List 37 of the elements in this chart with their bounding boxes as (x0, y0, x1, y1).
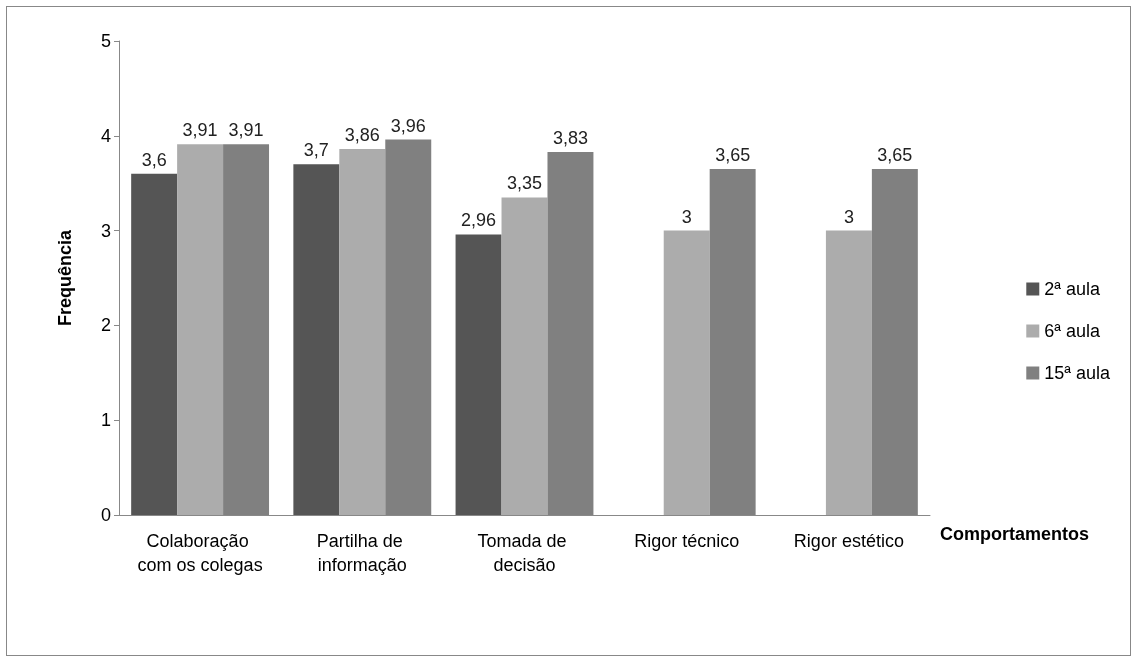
data-label: 3 (681, 206, 692, 227)
data-label: 3 (843, 206, 854, 227)
data-label: 3,35 (506, 173, 543, 194)
y-tick-label: 1 (100, 410, 111, 431)
data-label: 3,91 (182, 120, 218, 141)
bar (825, 230, 872, 515)
data-label: 3,65 (877, 144, 913, 165)
data-label: 3,96 (390, 115, 426, 136)
bar (455, 234, 502, 515)
bar (339, 149, 386, 515)
x-tick-label: Colaboração com os colegas (137, 531, 263, 575)
x-tick-label: Rigor estético (793, 531, 904, 551)
data-label: 3,91 (228, 120, 264, 141)
data-label: 3,65 (715, 144, 751, 165)
bar (131, 173, 178, 515)
bar (501, 197, 548, 515)
legend-label: 2ª aula (1044, 279, 1101, 299)
x-axis-title: Comportamentos (940, 524, 1090, 544)
bar (663, 230, 710, 515)
x-tick-label: Tomada de decisão (477, 531, 572, 575)
data-label: 3,86 (344, 125, 380, 146)
y-tick-label: 0 (100, 505, 111, 525)
y-tick-label: 2 (100, 315, 111, 336)
bar (293, 164, 340, 515)
x-tick-label: Rigor técnico (634, 531, 740, 551)
data-label: 3,83 (552, 127, 588, 148)
x-tick-label: Partilha de informação (316, 531, 408, 575)
data-label: 3,7 (303, 140, 329, 161)
y-tick-label: 5 (100, 31, 111, 51)
y-tick-label: 4 (100, 125, 111, 146)
legend-label: 6ª aula (1044, 321, 1101, 341)
legend-label: 15ª aula (1044, 363, 1111, 383)
data-label: 3,6 (141, 149, 167, 170)
y-axis-title: Frequência (55, 229, 75, 327)
y-tick-label: 3 (100, 220, 111, 241)
bar (177, 144, 224, 515)
data-label: 2,96 (461, 210, 497, 231)
